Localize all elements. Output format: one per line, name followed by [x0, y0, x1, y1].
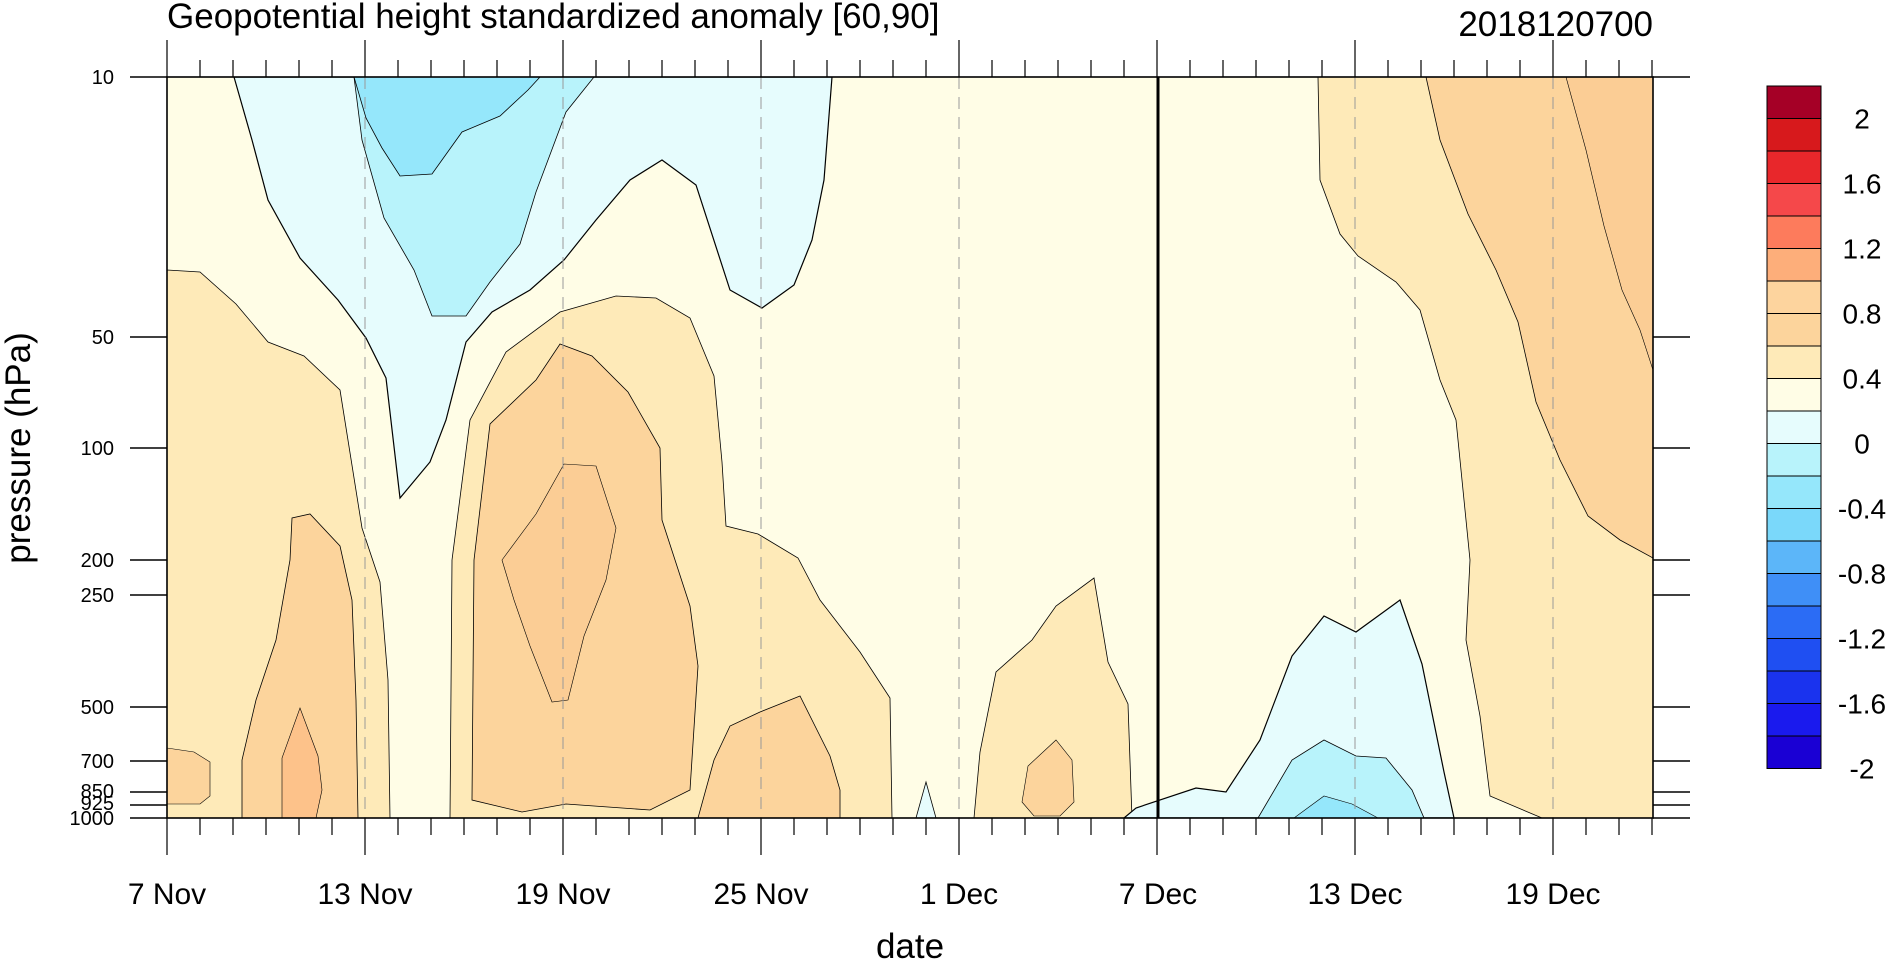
anomaly-positive-left-inner [241, 513, 359, 818]
x-tick-label: 19 Dec [1505, 878, 1600, 911]
y-tick-label: 100 [81, 438, 114, 460]
x-gridlines [364, 77, 1554, 818]
anomaly-minus-0.4-lower [1293, 795, 1379, 818]
x-ticks [166, 40, 1653, 855]
x-tick-label: 25 Nov [713, 878, 808, 911]
colorbar-swatch [1766, 378, 1822, 412]
anomaly-positive-left-edge [167, 747, 211, 805]
anomaly-positive-right-core [1565, 77, 1653, 371]
colorbar-swatch [1766, 703, 1822, 737]
colorbar-swatch [1766, 670, 1822, 704]
colorbar-label: 0.4 [1843, 364, 1882, 395]
colorbar-swatch [1766, 410, 1822, 444]
anomaly-negative-spike-30nov [915, 780, 937, 818]
colorbar-swatch [1766, 475, 1822, 509]
colorbar-swatch [1766, 280, 1822, 314]
y-tick-label: 700 [81, 751, 114, 773]
colorbar-swatch [1766, 443, 1822, 477]
x-tick-label: 7 Dec [1119, 878, 1197, 911]
colorbar-swatch [1766, 248, 1822, 282]
colorbar-swatch [1766, 735, 1822, 769]
x-tick-labels: 7 Nov 13 Nov 19 Nov 25 Nov 1 Dec 7 Dec 1… [128, 878, 1601, 911]
y-axis-label: pressure (hPa) [0, 332, 38, 563]
colorbar-swatch [1766, 215, 1822, 249]
colorbar-label: -1.2 [1838, 624, 1886, 655]
colorbar-label: 1.2 [1843, 234, 1882, 265]
colorbar-label: 0.8 [1843, 299, 1882, 330]
x-tick-label: 13 Dec [1307, 878, 1402, 911]
colorbar-label: -2 [1850, 754, 1875, 785]
colorbar-swatch [1766, 183, 1822, 217]
x-tick-label: 1 Dec [920, 878, 998, 911]
colorbar-swatch [1766, 638, 1822, 672]
colorbar-swatch [1766, 85, 1822, 119]
chart-title: Geopotential height standardized anomaly… [167, 0, 939, 36]
anomaly-positive-early-dec [973, 577, 1133, 818]
anomaly-positive-late-nov [697, 695, 841, 818]
y-tick-label: 50 [92, 327, 114, 349]
colorbar-label: 2 [1854, 104, 1870, 135]
y-tick-label: 925 [81, 793, 114, 815]
colorbar-label: 0 [1854, 429, 1870, 460]
y-tick-label: 1000 [70, 808, 115, 830]
colorbar-swatch [1766, 540, 1822, 574]
colorbar-labels: 2 1.6 1.2 0.8 0.4 0 -0.4 -0.8 -1.2 -1.6 -2 [1838, 104, 1886, 785]
y-tick-labels: 10 50 100 200 250 500 700 850 925 1000 [70, 67, 115, 830]
anomaly-positive-center-core [501, 463, 617, 703]
colorbar-label: -0.4 [1838, 494, 1886, 525]
colorbar-label: -0.8 [1838, 559, 1886, 590]
colorbar [1766, 85, 1822, 769]
colorbar-swatch [1766, 313, 1822, 347]
colorbar-swatch [1766, 150, 1822, 184]
anomaly-minus-0.4-region [353, 77, 541, 177]
y-tick-label: 850 [81, 781, 114, 803]
x-tick-label: 13 Nov [317, 878, 412, 911]
contour-field [167, 77, 1653, 818]
colorbar-swatch [1766, 345, 1822, 379]
colorbar-swatch [1766, 118, 1822, 152]
x-axis-label: date [876, 927, 944, 963]
anomaly-positive-right-inner [1425, 77, 1653, 559]
anomaly-positive-early-dec-core [1021, 739, 1075, 817]
x-tick-label: 19 Nov [515, 878, 610, 911]
date-stamp: 2018120700 [1458, 5, 1653, 44]
y-ticks [130, 76, 1690, 819]
y-tick-label: 250 [81, 585, 114, 607]
anomaly-minus-0.2-lower [1257, 739, 1425, 818]
colorbar-label: -1.6 [1838, 689, 1886, 720]
colorbar-swatch [1766, 573, 1822, 607]
colorbar-label: 1.6 [1843, 169, 1882, 200]
anomaly-positive-left-core [281, 707, 323, 818]
colorbar-swatch [1766, 508, 1822, 542]
colorbar-swatch [1766, 605, 1822, 639]
y-tick-label: 200 [81, 550, 114, 572]
y-tick-label: 10 [92, 67, 114, 89]
x-tick-label: 7 Nov [128, 878, 206, 911]
y-tick-label: 500 [81, 697, 114, 719]
